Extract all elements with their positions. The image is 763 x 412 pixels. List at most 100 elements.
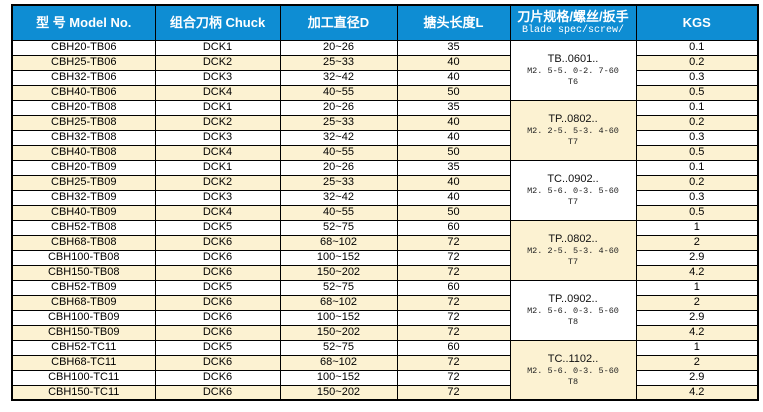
kgs-cell: 0.2 [635,54,759,71]
col-header-blade-spec: 刀片规格/螺丝/扳手 Blade spec/screw/ [509,4,637,41]
chuck-cell: DCK6 [154,369,281,386]
chuck-cell: DCK3 [154,189,281,206]
diameter-cell: 40~55 [279,204,398,221]
chuck-cell: DCK2 [154,174,281,191]
diameter-cell: 150~202 [279,324,398,341]
length-cell: 72 [396,234,511,251]
length-cell: 50 [396,84,511,101]
chuck-cell: DCK6 [154,264,281,281]
diameter-cell: 52~75 [279,279,398,296]
blade-spec-code: TC..1102.. [547,352,599,365]
diameter-cell: 20~26 [279,99,398,116]
blade-spec-cell: TP..0802.. M2. 2-5. 5-3. 4-60 T7 [509,219,637,281]
chuck-cell: DCK1 [154,39,281,56]
model-cell: CBH32-TB08 [11,129,156,146]
blade-spec-cell: TP..0802.. M2. 2-5. 5-3. 4-60 T7 [509,99,637,161]
diameter-cell: 100~152 [279,249,398,266]
kgs-cell: 0.2 [635,174,759,191]
model-cell: CBH20-TB09 [11,159,156,176]
col-header-kgs: KGS [635,4,759,41]
chuck-cell: DCK1 [154,99,281,116]
diameter-cell: 100~152 [279,309,398,326]
blade-spec-code: TP..0802.. [548,113,598,125]
table-row: CBH68-TB09 DCK6 68~102 72 2 [11,294,759,311]
chuck-cell: DCK6 [154,309,281,326]
kgs-cell: 0.3 [635,129,759,146]
diameter-cell: 150~202 [279,264,398,281]
col-header-length: 搪头长度L [396,4,511,41]
blade-spec-cell: TC..1102.. M2. 5-6. 0-3. 5-60 T8 [509,339,637,401]
kgs-cell: 0.3 [635,69,759,86]
length-cell: 50 [396,204,511,221]
model-cell: CBH68-TB08 [11,234,156,251]
model-cell: CBH68-TC11 [11,354,156,371]
model-cell: CBH40-TB06 [11,84,156,101]
diameter-cell: 20~26 [279,39,398,56]
table-row: CBH32-TB09 DCK3 32~42 40 0.3 [11,189,759,206]
length-cell: 72 [396,264,511,281]
model-cell: CBH25-TB06 [11,54,156,71]
length-cell: 35 [396,39,511,56]
diameter-cell: 32~42 [279,189,398,206]
table-row: CBH68-TB08 DCK6 68~102 72 2 [11,234,759,251]
diameter-cell: 100~152 [279,369,398,386]
kgs-cell: 2.9 [635,309,759,326]
chuck-cell: DCK4 [154,144,281,161]
chuck-cell: DCK2 [154,54,281,71]
table-row: CBH32-TB06 DCK3 32~42 40 0.3 [11,69,759,86]
kgs-cell: 1 [635,219,759,236]
length-cell: 40 [396,189,511,206]
length-cell: 40 [396,174,511,191]
kgs-cell: 2.9 [635,369,759,386]
chuck-cell: DCK4 [154,204,281,221]
diameter-cell: 68~102 [279,354,398,371]
model-cell: CBH20-TB06 [11,39,156,56]
model-cell: CBH100-TB08 [11,249,156,266]
model-cell: CBH52-TB08 [11,219,156,236]
kgs-cell: 0.5 [635,204,759,221]
chuck-cell: DCK6 [154,324,281,341]
blade-spec-screw: M2. 5-6. 0-3. 5-60 [527,365,619,376]
model-cell: CBH150-TC11 [11,384,156,401]
diameter-cell: 20~26 [279,159,398,176]
chuck-cell: DCK6 [154,234,281,251]
kgs-cell: 2 [635,294,759,311]
model-cell: CBH25-TB09 [11,174,156,191]
chuck-cell: DCK3 [154,69,281,86]
diameter-cell: 40~55 [279,144,398,161]
model-cell: CBH25-TB08 [11,114,156,131]
kgs-cell: 0.1 [635,39,759,56]
diameter-cell: 25~33 [279,114,398,131]
table-row: CBH20-TB08 DCK1 20~26 35 TP..0802.. M2. 2-5. … [11,99,759,161]
length-cell: 35 [396,99,511,116]
table-header: 型 号 Model No. 组合刀柄 Chuck 加工直径D 搪头长度L 刀片规… [11,4,759,41]
col-header-blade-spec-main: 刀片规格/螺丝/扳手 [517,8,629,24]
chuck-cell: DCK6 [154,294,281,311]
blade-spec-cell: TC..0902.. M2. 5-6. 0-3. 5-60 T7 [509,159,637,221]
table-row: CBH100-TB08 DCK6 100~152 72 2.9 [11,249,759,266]
kgs-cell: 2.9 [635,249,759,266]
table-row: CBH25-TB08 DCK2 25~33 40 0.2 [11,114,759,131]
length-cell: 50 [396,144,511,161]
blade-spec-screw: M2. 5-6. 0-3. 5-60 [527,306,619,316]
length-cell: 60 [396,219,511,236]
length-cell: 40 [396,54,511,71]
model-cell: CBH100-TB09 [11,309,156,326]
blade-spec-wrench: T7 [567,257,579,267]
table-row: CBH150-TC11 DCK6 150~202 72 4.2 [11,384,759,401]
kgs-cell: 1 [635,339,759,356]
table-row: CBH100-TB09 DCK6 100~152 72 2.9 [11,309,759,326]
blade-spec-screw: M2. 5-6. 0-3. 5-60 [527,186,619,196]
blade-spec-cell: TP..0902.. M2. 5-6. 0-3. 5-60 T8 [509,279,637,341]
chuck-cell: DCK5 [154,339,281,356]
model-cell: CBH20-TB08 [11,99,156,116]
kgs-cell: 4.2 [635,384,759,401]
table-row: CBH25-TB06 DCK2 25~33 40 0.2 [11,54,759,71]
chuck-cell: DCK3 [154,129,281,146]
table-row: CBH150-TB09 DCK6 150~202 72 4.2 [11,324,759,341]
kgs-cell: 0.1 [635,99,759,116]
kgs-cell: 0.5 [635,84,759,101]
diameter-cell: 32~42 [279,69,398,86]
header-row: 型 号 Model No. 组合刀柄 Chuck 加工直径D 搪头长度L 刀片规… [11,4,759,41]
